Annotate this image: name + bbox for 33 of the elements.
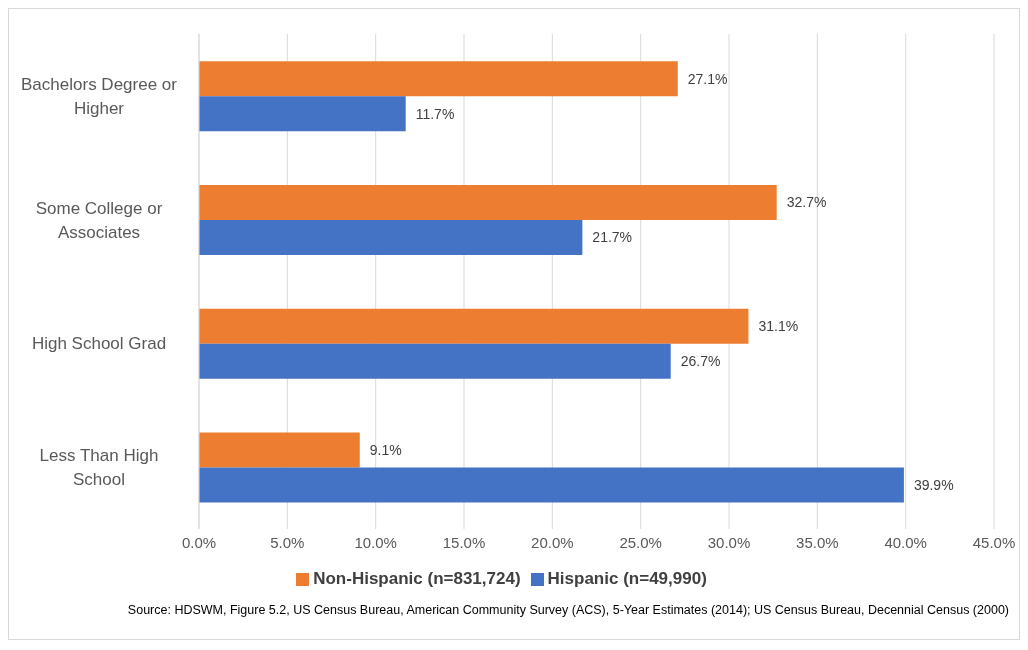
x-tick-label: 20.0% bbox=[531, 533, 574, 551]
x-tick-label: 35.0% bbox=[796, 533, 839, 551]
data-label: 11.7% bbox=[415, 105, 455, 122]
bar bbox=[199, 467, 904, 503]
bar bbox=[199, 61, 678, 97]
y-tick-label: Some College or Associates bbox=[35, 198, 163, 242]
y-tick-label: High School Grad bbox=[31, 334, 167, 354]
x-tick-label: 30.0% bbox=[707, 533, 751, 551]
y-tick-label: Bachelors Degree or Higher bbox=[21, 74, 178, 118]
legend-label: Hispanic (n=49,990) bbox=[547, 569, 707, 588]
bar bbox=[199, 184, 777, 220]
x-tick-label: 15.0% bbox=[442, 533, 486, 551]
bar bbox=[199, 219, 583, 255]
legend-label: Non-Hispanic (n=831,724) bbox=[313, 569, 521, 588]
x-tick-label: 0.0% bbox=[181, 533, 217, 551]
data-label: 32.7% bbox=[786, 194, 827, 211]
bar bbox=[199, 308, 749, 344]
data-label: 26.7% bbox=[680, 353, 721, 370]
bar bbox=[199, 432, 360, 468]
data-label: 31.1% bbox=[758, 318, 799, 335]
y-tick-label: Less Than High School bbox=[39, 446, 159, 490]
bar bbox=[199, 96, 406, 132]
bar bbox=[199, 343, 671, 379]
x-tick-label: 45.0% bbox=[972, 533, 1016, 551]
data-label: 27.1% bbox=[687, 70, 728, 87]
data-label: 39.9% bbox=[913, 476, 954, 493]
data-label: 21.7% bbox=[592, 229, 633, 246]
x-tick-label: 25.0% bbox=[619, 533, 662, 551]
x-tick-label: 40.0% bbox=[884, 533, 927, 551]
x-tick-label: 10.0% bbox=[354, 533, 397, 551]
source-note: Source: HDSWM, Figure 5.2, US Census Bureau, American Community Survey (ACS), 5-Year Estimates (2014); US Census Bureau, Decennial Census (2000) bbox=[126, 603, 1010, 617]
data-label: 9.1% bbox=[369, 441, 402, 458]
x-tick-label: 5.0% bbox=[270, 533, 305, 551]
